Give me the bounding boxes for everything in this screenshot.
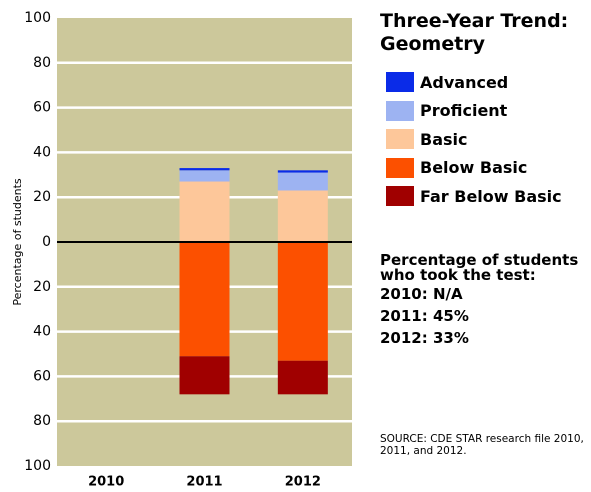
y-tick-label: 0 (42, 234, 51, 250)
bar-segment (277, 190, 328, 242)
x-tick-label: 2012 (285, 475, 321, 490)
y-tick-label: 80 (33, 55, 51, 71)
legend: Advanced Proficient Basic Below Basic Far Be… (380, 68, 590, 211)
legend-label: Advanced (420, 72, 509, 92)
legend-swatch (386, 100, 414, 121)
legend-swatch (386, 72, 414, 93)
legend-item: Proficient (380, 97, 590, 126)
y-tick-label: 80 (33, 413, 51, 429)
y-tick-label: 60 (33, 368, 51, 384)
y-axis-label: Percentage of students (11, 178, 24, 306)
bar-segment (179, 168, 230, 171)
bar-segment (277, 170, 328, 173)
legend-swatch (386, 186, 414, 207)
legend-label: Basic (420, 129, 468, 149)
bar-segment (277, 172, 328, 191)
legend-label: Far Below Basic (420, 186, 562, 206)
participation-item: 2011: 45% (380, 306, 469, 325)
participation-title: Percentage of students who took the test… (380, 250, 579, 284)
bar-segment (179, 181, 230, 242)
legend-label: Below Basic (420, 158, 528, 178)
legend-item: Far Below Basic (380, 182, 590, 211)
chart: Percentage of students 100 80 60 40 20 0 20 40 6… (11, 10, 352, 490)
chart-title: Three-Year Trend: Geometry (380, 10, 569, 55)
y-tick-label: 40 (33, 324, 51, 340)
x-tick-label: 2010 (88, 475, 124, 490)
y-tick-label: 40 (33, 144, 51, 160)
source-note: SOURCE: CDE STAR research file 2010, 201… (380, 432, 584, 457)
y-tick-label: 100 (24, 10, 51, 26)
legend-item: Basic (380, 125, 590, 154)
legend-swatch (386, 129, 414, 150)
bar-segment (179, 356, 230, 395)
legend-item: Below Basic (380, 154, 590, 183)
y-tick-label: 60 (33, 100, 51, 116)
y-tick-label: 20 (33, 189, 51, 205)
bar-segment (277, 360, 328, 395)
side-panel: Three-Year Trend: Geometry Advanced Profi… (380, 10, 590, 457)
participation-item: 2012: 33% (380, 328, 469, 347)
y-tick-label: 100 (24, 458, 51, 474)
y-tick-label: 20 (33, 279, 51, 295)
legend-swatch (386, 157, 414, 178)
legend-label: Proficient (420, 101, 508, 121)
participation-list: 2010: N/A 2011: 45% 2012: 33% (380, 283, 590, 349)
bar-segment (179, 242, 230, 357)
bar-segment (179, 170, 230, 182)
bar-segment (277, 242, 328, 361)
participation-item: 2010: N/A (380, 284, 463, 303)
legend-item: Advanced (380, 68, 590, 97)
x-tick-label: 2011 (186, 475, 222, 490)
